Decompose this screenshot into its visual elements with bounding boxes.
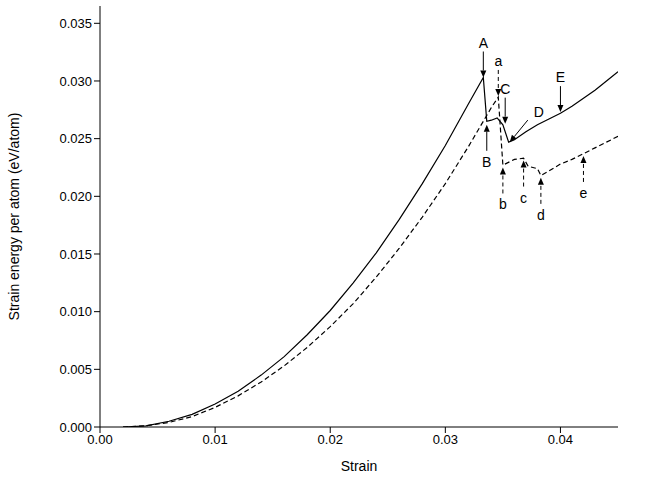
svg-text:c: c <box>520 190 527 206</box>
svg-text:A: A <box>479 35 489 51</box>
svg-text:0.04: 0.04 <box>548 432 573 447</box>
svg-text:0.00: 0.00 <box>87 432 113 448</box>
svg-text:E: E <box>556 69 565 85</box>
svg-text:0.03: 0.03 <box>433 432 458 447</box>
svg-text:a: a <box>494 53 502 69</box>
svg-text:0.02: 0.02 <box>318 432 343 447</box>
svg-text:B: B <box>482 154 491 170</box>
svg-text:0.030: 0.030 <box>59 74 92 89</box>
svg-text:0.000: 0.000 <box>59 420 92 435</box>
svg-text:Strain: Strain <box>341 458 378 474</box>
svg-text:D: D <box>534 104 544 120</box>
svg-text:0.025: 0.025 <box>59 131 92 146</box>
svg-text:0.015: 0.015 <box>59 247 92 262</box>
svg-text:0.005: 0.005 <box>59 362 92 377</box>
svg-text:0.035: 0.035 <box>59 16 92 31</box>
svg-text:0.01: 0.01 <box>202 432 227 447</box>
svg-text:e: e <box>580 185 588 201</box>
svg-text:b: b <box>499 196 507 212</box>
svg-text:d: d <box>537 207 545 223</box>
svg-text:Strain energy per atom (eV/ato: Strain energy per atom (eV/atom) <box>6 113 22 321</box>
svg-text:C: C <box>500 81 510 97</box>
svg-text:0.020: 0.020 <box>59 189 92 204</box>
svg-text:0.010: 0.010 <box>59 304 92 319</box>
